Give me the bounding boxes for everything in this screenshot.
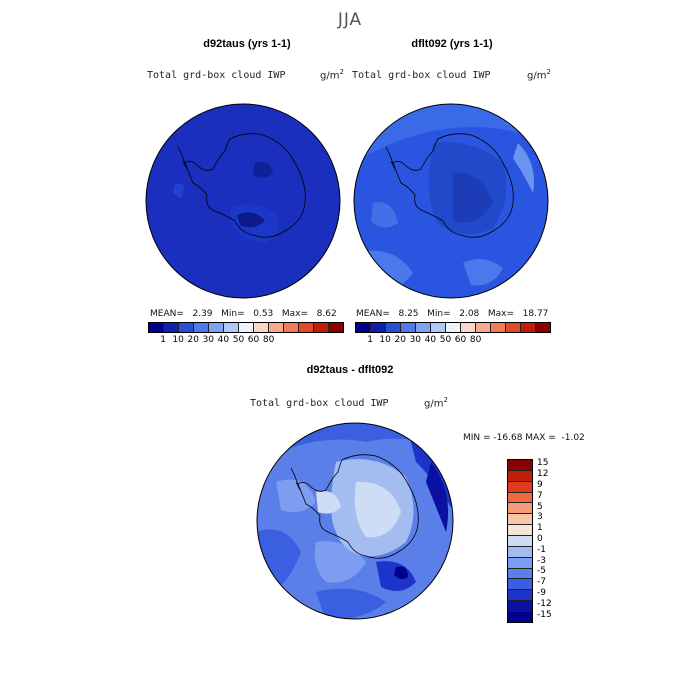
panel2-colorbar-swatch xyxy=(521,323,536,332)
panel1-colorbar-swatch xyxy=(299,323,314,332)
panel1-colorbar-swatch xyxy=(329,323,343,332)
panel2-colorbar-tick-label: 1 xyxy=(367,335,373,345)
panel2-colorbar-swatch xyxy=(371,323,386,332)
diff-min-max: MIN = -16.68 MAX = -1.02 xyxy=(463,433,585,443)
diff-colorbar-tick-label: -5 xyxy=(537,566,546,577)
panel2-colorbar-swatch xyxy=(461,323,476,332)
panel1-colorbar-tick-label: 80 xyxy=(262,335,275,345)
panel2-variable-label: Total grd-box cloud IWP xyxy=(352,70,491,81)
panel2-colorbar: 1 10 20 30 40 50 60 80 xyxy=(355,322,551,347)
diff-antarctica-coastline xyxy=(297,454,419,559)
diff-colorbar-swatch xyxy=(508,470,532,482)
diff-colorbar-tick-label: 3 xyxy=(537,512,543,523)
diff-variable-label: Total grd-box cloud IWP xyxy=(250,398,389,409)
diff-colorbar-tick-label: -15 xyxy=(537,609,552,620)
panel1-colorbar-swatch xyxy=(239,323,254,332)
panel1-colorbar: 1 10 20 30 40 50 60 80 xyxy=(148,322,344,347)
panel1-colorbar-swatch xyxy=(314,323,329,332)
diff-colorbar-swatch xyxy=(508,525,532,537)
panel1-colorbar-swatch xyxy=(254,323,269,332)
diff-colorbar-swatch xyxy=(508,590,532,602)
diff-title: d92taus - dflt092 xyxy=(306,364,394,376)
diff-colorbar-swatch xyxy=(508,579,532,591)
panel2-colorbar-swatch xyxy=(386,323,401,332)
panel1-colorbar-tick-label: 10 xyxy=(172,335,184,345)
panel2-colorbar-tick-label: 10 xyxy=(379,335,391,345)
diff-colorbar-tick-label: 1 xyxy=(537,523,543,534)
panel1-colorbar-tick-label: 30 xyxy=(202,335,215,345)
panel1-polar-map xyxy=(145,103,341,299)
diff-colorbar-swatch xyxy=(508,536,532,547)
panel2-polar-map xyxy=(353,103,549,299)
diff-colorbar: 15 12 9 7 5 3 1 0 -1 -3 -5 -7 -9 -12 -15 xyxy=(507,458,567,623)
panel1-units: g/m2 xyxy=(320,68,344,82)
diff-colorbar-swatch xyxy=(508,612,532,622)
diff-units: g/m2 xyxy=(424,396,448,410)
diff-colorbar-swatch xyxy=(508,601,532,613)
panel1-map-field xyxy=(146,104,340,298)
panel2-case-title: dflt092 (yrs 1-1) xyxy=(411,38,493,50)
panel2-colorbar-swatch xyxy=(446,323,461,332)
diff-polar-map xyxy=(256,422,454,620)
diff-colorbar-tick-label: 0 xyxy=(537,534,543,544)
panel1-colorbar-swatch xyxy=(149,323,164,332)
panel2-colorbar-tick-label: 50 xyxy=(439,335,452,345)
panel1-colorbar-swatch xyxy=(179,323,194,332)
diff-colorbar-swatch xyxy=(508,492,532,504)
diff-colorbar-tick-label: 7 xyxy=(537,490,543,501)
panel1-colorbar-tick-label: 20 xyxy=(187,335,199,345)
diff-colorbar-tick-label: 15 xyxy=(537,458,549,469)
panel2-colorbar-tick-label: 60 xyxy=(454,335,467,345)
diff-colorbar-tick-label: -7 xyxy=(537,577,546,588)
panel2-colorbar-swatch xyxy=(476,323,491,332)
diff-colorbar-swatch xyxy=(508,481,532,493)
panel1-stats: MEAN= 2.39 Min= 0.53 Max= 8.62 xyxy=(150,309,337,319)
panel1-colorbar-swatch xyxy=(194,323,209,332)
panel2-antarctica-coastline xyxy=(392,133,514,238)
panel1-case-title: d92taus (yrs 1-1) xyxy=(203,38,291,50)
panel2-colorbar-swatch xyxy=(401,323,416,332)
panel2-colorbar-tick-label: 40 xyxy=(424,335,437,345)
diff-colorbar-swatch xyxy=(508,546,532,558)
panel2-units: g/m2 xyxy=(527,68,551,82)
panel1-colorbar-swatch xyxy=(269,323,284,332)
diff-colorbar-swatch xyxy=(508,568,532,580)
panel1-colorbar-swatch xyxy=(164,323,179,332)
panel2-colorbar-tick-label: 30 xyxy=(409,335,422,345)
panel1-colorbar-tick-label: 60 xyxy=(247,335,260,345)
panel2-colorbar-tick-label: 80 xyxy=(469,335,482,345)
diff-colorbar-swatch xyxy=(508,557,532,569)
panel2-stats: MEAN= 8.25 Min= 2.08 Max= 18.77 xyxy=(356,309,549,319)
panel1-colorbar-tick-label: 1 xyxy=(160,335,166,345)
panel2-colorbar-swatch xyxy=(536,323,550,332)
diff-colorbar-tick-label: -9 xyxy=(537,588,546,598)
diff-colorbar-tick-label: -3 xyxy=(537,555,546,566)
panel1-colorbar-swatch xyxy=(224,323,239,332)
diff-colorbar-tick-label: -12 xyxy=(537,598,552,609)
panel2-colorbar-swatch xyxy=(506,323,521,332)
panel1-variable-label: Total grd-box cloud IWP xyxy=(147,70,286,81)
panel1-colorbar-tick-label: 40 xyxy=(217,335,230,345)
panel1-colorbar-swatch xyxy=(209,323,224,332)
diff-colorbar-swatch xyxy=(508,503,532,515)
diff-colorbar-tick-label: 12 xyxy=(537,469,549,480)
season-title: JJA xyxy=(337,10,363,30)
panel2-colorbar-swatch xyxy=(431,323,446,332)
panel2-colorbar-swatch xyxy=(491,323,506,332)
panel2-colorbar-swatch xyxy=(356,323,371,332)
panel1-antarctica-coastline xyxy=(184,133,306,238)
panel1-colorbar-swatch xyxy=(284,323,299,332)
diff-colorbar-tick-label: 5 xyxy=(537,501,543,512)
panel2-colorbar-swatch xyxy=(416,323,431,332)
diff-colorbar-swatch xyxy=(508,460,532,471)
panel1-colorbar-tick-label: 50 xyxy=(232,335,245,345)
diff-colorbar-swatch xyxy=(508,514,532,526)
panel2-colorbar-tick-label: 20 xyxy=(394,335,406,345)
diff-colorbar-tick-label: 9 xyxy=(537,480,543,490)
diff-colorbar-tick-label: -1 xyxy=(537,544,546,555)
